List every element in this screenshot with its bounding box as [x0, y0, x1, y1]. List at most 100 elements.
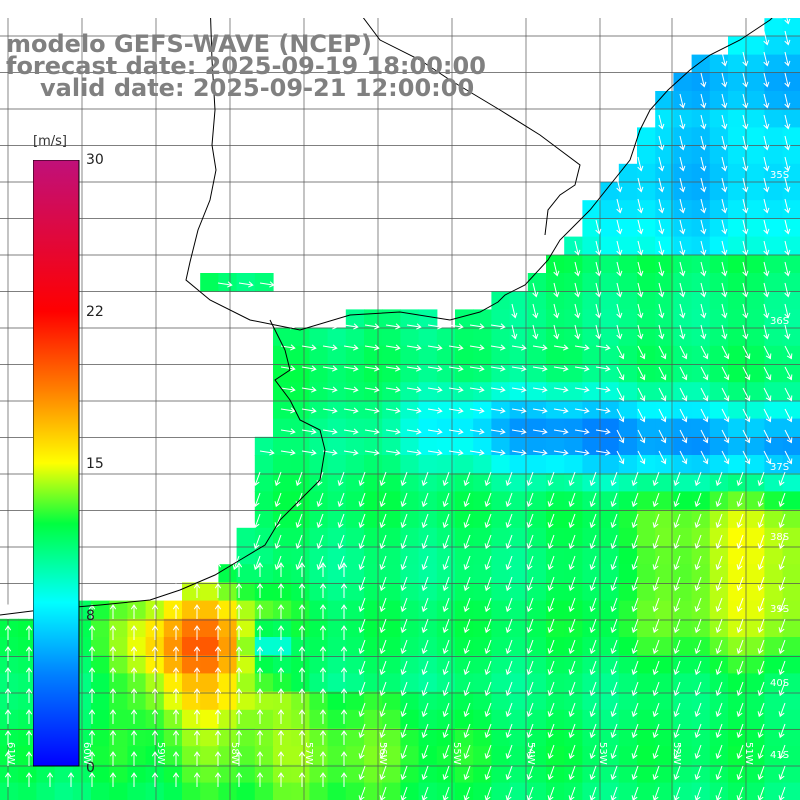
wind-speed-cell	[527, 491, 547, 511]
wind-speed-cell	[782, 691, 800, 711]
wind-speed-cell	[182, 746, 201, 765]
wind-speed-cell	[691, 746, 711, 765]
wind-speed-cell	[491, 546, 511, 565]
wind-speed-cell	[109, 764, 128, 784]
wind-speed-cell	[182, 709, 201, 729]
wind-arrow	[568, 618, 576, 634]
wind-arrow	[511, 428, 527, 435]
wind-arrow	[721, 219, 728, 235]
wind-speed-cell	[637, 637, 656, 656]
wind-speed-cell	[764, 327, 784, 347]
wind-speed-cell	[673, 309, 693, 329]
wind-arrow	[616, 219, 623, 235]
wind-speed-cell	[182, 600, 201, 620]
wind-speed-cell	[473, 618, 492, 638]
wind-speed-cell	[218, 600, 238, 620]
wind-arrow	[631, 702, 639, 718]
wind-speed-cell	[728, 273, 747, 292]
wind-speed-cell	[600, 254, 620, 274]
wind-arrow	[298, 688, 306, 703]
wind-arrow	[721, 324, 728, 340]
wind-speed-cell	[637, 673, 656, 693]
wind-speed-cell	[273, 327, 292, 347]
wind-speed-cell	[400, 655, 420, 674]
wind-speed-cell	[291, 527, 310, 547]
wind-speed-cell	[0, 637, 19, 656]
wind-speed-cell	[236, 527, 256, 547]
wind-speed-cell	[582, 637, 602, 656]
wind-speed-cell	[728, 163, 747, 183]
wind-arrow	[763, 72, 770, 88]
wind-speed-cell	[109, 673, 128, 693]
wind-arrow	[700, 303, 707, 319]
wind-speed-cell	[218, 709, 238, 729]
wind-arrow	[721, 72, 728, 88]
wind-speed-cell	[782, 764, 800, 784]
wind-arrow	[400, 618, 408, 634]
wind-speed-cell	[782, 327, 800, 347]
wind-arrow	[337, 513, 345, 529]
wind-speed-cell	[455, 455, 474, 474]
wind-speed-cell	[273, 546, 292, 565]
wind-speed-cell	[618, 546, 638, 565]
wind-arrow	[151, 604, 159, 619]
wind-arrow	[736, 555, 744, 571]
wind-arrow	[193, 751, 201, 766]
wind-speed-cell	[509, 746, 529, 765]
wind-arrow	[298, 625, 306, 640]
wind-arrow	[721, 282, 728, 298]
wind-speed-cell	[273, 527, 292, 547]
wind-speed-cell	[309, 618, 329, 638]
wind-arrow	[4, 772, 12, 787]
wind-arrow	[469, 407, 485, 414]
wind-arrow	[274, 471, 282, 487]
wind-speed-cell	[782, 491, 800, 511]
wind-speed-cell	[600, 691, 620, 711]
wind-speed-cell	[491, 291, 511, 310]
wind-speed-cell	[618, 637, 638, 656]
wind-arrow	[547, 639, 555, 655]
wind-arrow	[322, 407, 338, 414]
wind-speed-cell	[564, 564, 583, 583]
wind-speed-cell	[673, 254, 693, 274]
wind-arrow	[784, 450, 793, 465]
wind-arrow	[595, 344, 611, 351]
wind-speed-cell	[746, 782, 765, 800]
wind-arrow	[673, 765, 681, 781]
wind-arrow	[484, 660, 492, 676]
wind-speed-cell	[746, 709, 765, 729]
wind-arrow	[337, 471, 345, 487]
latitude-label: 38S	[770, 532, 790, 543]
wind-speed-cell	[254, 673, 274, 693]
wind-speed-cell	[0, 691, 19, 711]
wind-speed-cell	[728, 527, 747, 547]
wind-arrow	[742, 219, 749, 235]
wind-speed-cell	[691, 691, 711, 711]
wind-arrow	[616, 450, 625, 465]
wind-speed-cell	[145, 782, 165, 800]
wind-speed-cell	[0, 709, 19, 729]
wind-speed-cell	[673, 527, 693, 547]
wind-speed-cell	[345, 436, 365, 456]
wind-arrow	[526, 618, 534, 634]
wind-arrow	[721, 93, 728, 109]
wind-arrow	[253, 534, 261, 550]
wind-arrow	[532, 365, 548, 372]
wind-speed-cell	[637, 455, 656, 474]
wind-arrow	[778, 765, 786, 781]
wind-speed-cell	[18, 691, 37, 711]
wind-speed-cell	[691, 254, 711, 274]
wind-arrow	[652, 702, 660, 718]
wind-arrow	[511, 344, 527, 351]
wind-arrow	[652, 576, 660, 592]
wind-arrow	[652, 513, 660, 529]
wind-speed-cell	[728, 673, 747, 693]
wind-arrow	[595, 324, 602, 340]
longitude-label: 58W	[229, 742, 240, 765]
wind-speed-cell	[618, 236, 638, 256]
wind-speed-cell	[327, 709, 347, 729]
wind-arrow	[673, 597, 681, 613]
wind-speed-cell	[382, 691, 401, 711]
wind-speed-cell	[782, 236, 800, 256]
wind-arrow	[700, 156, 707, 172]
